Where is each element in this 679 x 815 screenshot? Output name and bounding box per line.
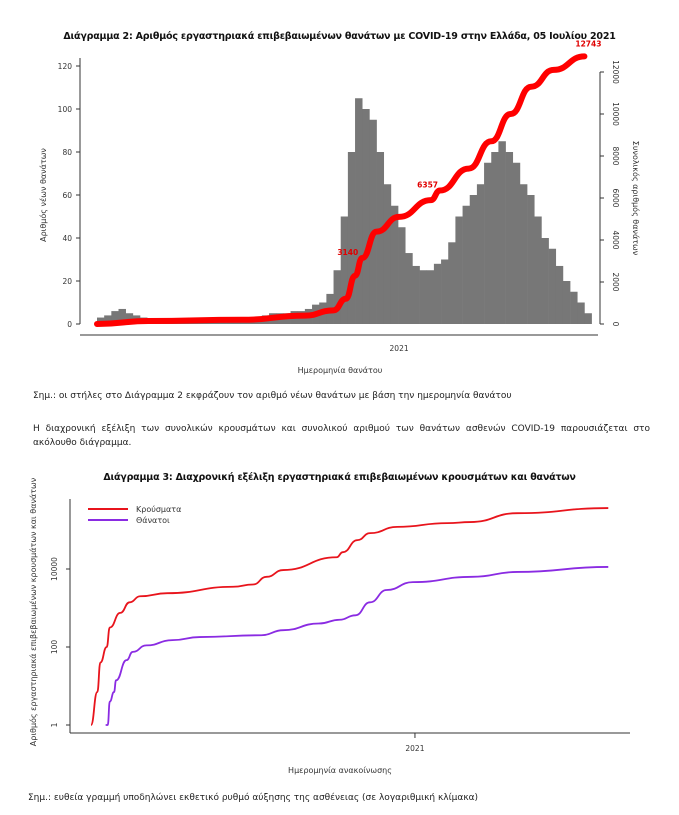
bar (527, 195, 535, 324)
cumulative-label: 3140 (337, 248, 358, 257)
bar (548, 248, 557, 324)
x-axis-label: Ημερομηνία θανάτου (298, 366, 383, 375)
bar (555, 265, 564, 324)
series-line-deaths (105, 566, 609, 726)
y-axis-label: Αριθμός εργαστηριακά επιβεβαιωμένων κρου… (28, 477, 38, 746)
bar (584, 313, 592, 324)
y-tick-label: 0 (67, 320, 72, 329)
intro-paragraph: Η διαχρονική εξέλιξη των συνολικών κρουσ… (33, 424, 650, 448)
bar (97, 317, 105, 324)
y2-tick-label: 4000 (611, 230, 620, 249)
bar (390, 205, 399, 324)
bar (448, 242, 456, 324)
x-tick-label: 2021 (405, 744, 424, 753)
bar (369, 119, 377, 324)
bar (426, 270, 435, 324)
series-line-cases (90, 507, 609, 726)
bar (570, 291, 578, 324)
y2-tick-label: 0 (611, 322, 620, 327)
bar (455, 216, 463, 324)
y2-tick-label: 12000 (611, 60, 620, 84)
y2-tick-label: 6000 (611, 188, 620, 207)
bar (333, 270, 342, 324)
y2-tick-label: 2000 (611, 272, 620, 291)
bar (376, 152, 385, 324)
bar (347, 152, 356, 324)
chart2-title: Διάγραμμα 2: Αριθμός εργαστηριακά επιβεβ… (63, 31, 616, 42)
bar (111, 311, 119, 324)
cumulative-deaths-line (94, 53, 588, 327)
bar (412, 265, 420, 324)
cumulative-label: 6357 (417, 181, 438, 190)
bar (484, 162, 492, 324)
bar (218, 321, 227, 324)
bar (498, 141, 506, 324)
x-tick-label: 2021 (390, 344, 409, 353)
bar (233, 321, 241, 324)
bar (541, 238, 549, 324)
legend-label: Κρούσματα (136, 504, 181, 514)
bar (476, 184, 485, 324)
y2-axis-label: Συνολικός αριθμός θανάτων (631, 141, 641, 256)
y-tick-label: 20 (62, 277, 72, 286)
x-axis-label: Ημερομηνία ανακοίνωσης (288, 766, 392, 775)
y-tick-label: 120 (58, 62, 73, 71)
bar (512, 162, 521, 324)
chart3-note: Σημ.: ευθεία γραμμή υποδηλώνει εκθετικό … (28, 793, 479, 803)
bar (355, 98, 363, 324)
y-tick-label: 60 (62, 191, 72, 200)
bar (125, 313, 134, 324)
y-tick-label: 10000 (50, 557, 59, 581)
y-tick-label: 100 (50, 640, 59, 655)
bar (398, 227, 406, 324)
y2-tick-label: 10000 (611, 102, 620, 126)
chart2-plot: 0 20 40 60 80 100 120 0 2000 4000 6000 8000 10000 120… (38, 39, 641, 375)
bar (577, 302, 585, 324)
y-tick-label: 100 (58, 105, 73, 114)
bar (433, 263, 442, 324)
bar (383, 184, 392, 324)
bar (505, 152, 514, 324)
bar (469, 195, 478, 324)
bar (226, 321, 234, 324)
y-tick-label: 1 (50, 722, 59, 727)
bar (419, 270, 428, 324)
chart2-note: Σημ.: οι στήλες στο Διάγραμμα 2 εκφράζου… (33, 391, 512, 401)
bar (104, 315, 112, 324)
bar (441, 259, 449, 324)
bar (491, 152, 499, 324)
cumulative-label: 12743 (575, 39, 601, 48)
chart3-title: Διάγραμμα 3: Διαχρονική εξέλιξη εργαστηρ… (103, 472, 576, 483)
bar (362, 109, 370, 324)
bar (405, 253, 413, 324)
legend-label: Θάνατοι (136, 516, 170, 525)
y-axis-label: Αριθμός νέων θανάτων (38, 148, 48, 242)
y-tick-label: 80 (62, 148, 72, 157)
bar (534, 216, 542, 324)
bar (462, 205, 471, 324)
y2-tick-label: 8000 (611, 146, 620, 165)
bar (118, 308, 126, 324)
bar (519, 184, 528, 324)
bar (340, 216, 349, 324)
bar (562, 281, 571, 324)
y-tick-label: 40 (62, 234, 72, 243)
